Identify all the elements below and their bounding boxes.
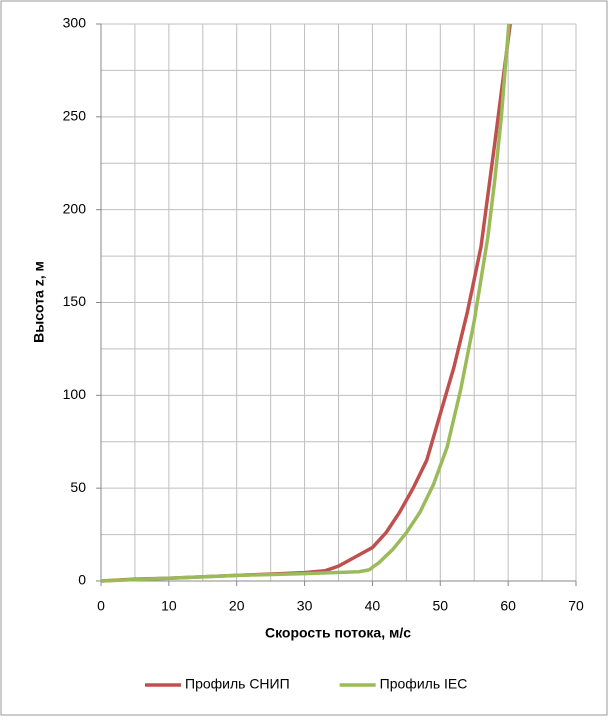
x-tick-label: 70: [568, 598, 584, 614]
y-tick-label: 0: [78, 572, 86, 588]
y-tick-label: 300: [63, 15, 87, 31]
legend-label: Профиль IEC: [380, 676, 468, 692]
y-tick-label: 250: [63, 108, 87, 124]
y-tick-label: 150: [63, 293, 87, 309]
x-tick-label: 60: [500, 598, 516, 614]
x-axis-title: Скорость потока, м/с: [265, 625, 411, 641]
y-tick-label: 50: [70, 479, 86, 495]
y-tick-label: 200: [63, 200, 87, 216]
x-tick-label: 30: [297, 598, 313, 614]
y-tick-label: 100: [63, 386, 87, 402]
x-tick-label: 40: [365, 598, 381, 614]
x-tick-label: 10: [161, 598, 177, 614]
legend-label: Профиль СНИП: [185, 676, 290, 692]
x-tick-label: 20: [229, 598, 245, 614]
y-axis-title: Высота z, м: [31, 261, 47, 343]
x-tick-label: 50: [432, 598, 448, 614]
x-tick-label: 0: [97, 598, 105, 614]
series-line: [100, 23, 511, 583]
